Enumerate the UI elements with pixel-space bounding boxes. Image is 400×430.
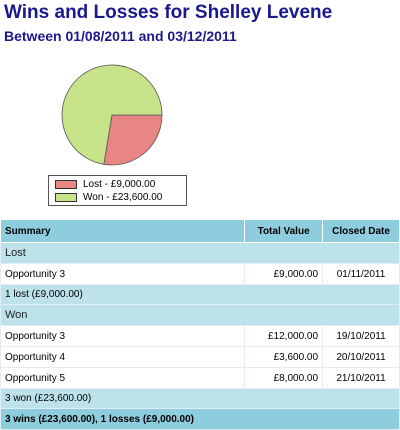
legend-item-won: Won - £23,600.00 xyxy=(55,191,162,203)
group-label: Won xyxy=(0,304,400,326)
group-subtotal-lost: 1 lost (£9,000.00) xyxy=(0,284,400,305)
opportunity-name: Opportunity 5 xyxy=(0,367,246,389)
grand-total-row: 3 wins (£23,600.00), 1 losses (£9,000.00… xyxy=(0,408,400,430)
legend-swatch-won xyxy=(55,192,77,202)
group-label: Lost xyxy=(0,242,400,264)
report-subtitle: Between 01/08/2011 and 03/12/2011 xyxy=(4,28,237,44)
opportunity-closed-date: 01/11/2011 xyxy=(322,263,400,285)
table-row[interactable]: Opportunity 3 £9,000.00 01/11/2011 xyxy=(0,263,400,285)
summary-table: Summary Total Value Closed Date Lost Opp… xyxy=(0,219,400,430)
legend-label-won: Won - £23,600.00 xyxy=(83,191,163,203)
group-subtotal-won: 3 won (£23,600.00) xyxy=(0,388,400,409)
table-row[interactable]: Opportunity 5 £8,000.00 21/10/2011 xyxy=(0,367,400,389)
table-row[interactable]: Opportunity 3 £12,000.00 19/10/2011 xyxy=(0,325,400,347)
table-row[interactable]: Opportunity 4 £3,600.00 20/10/2011 xyxy=(0,346,400,368)
chart-legend: Lost - £9,000.00 Won - £23,600.00 xyxy=(48,175,187,206)
column-header-closed-date[interactable]: Closed Date xyxy=(322,219,400,243)
pie-slice-lost xyxy=(103,114,163,166)
opportunity-name: Opportunity 3 xyxy=(0,263,246,285)
opportunity-value: £9,000.00 xyxy=(244,263,324,285)
legend-item-lost: Lost - £9,000.00 xyxy=(55,178,155,190)
legend-label-lost: Lost - £9,000.00 xyxy=(83,178,156,190)
opportunity-closed-date: 21/10/2011 xyxy=(322,367,400,389)
table-header-row: Summary Total Value Closed Date xyxy=(0,219,400,243)
legend-swatch-lost xyxy=(55,179,77,189)
column-header-total-value[interactable]: Total Value xyxy=(244,219,324,243)
opportunity-value: £12,000.00 xyxy=(244,325,324,347)
pie-slice-won xyxy=(61,64,163,165)
report-title: Wins and Losses for Shelley Levene xyxy=(4,2,333,23)
opportunity-value: £8,000.00 xyxy=(244,367,324,389)
opportunity-name: Opportunity 3 xyxy=(0,325,246,347)
grand-total-label: 3 wins (£23,600.00), 1 losses (£9,000.00… xyxy=(0,408,400,430)
opportunity-closed-date: 20/10/2011 xyxy=(322,346,400,368)
subtotal-label: 1 lost (£9,000.00) xyxy=(0,284,400,305)
opportunity-closed-date: 19/10/2011 xyxy=(322,325,400,347)
opportunity-name: Opportunity 4 xyxy=(0,346,246,368)
group-header-lost: Lost xyxy=(0,242,400,264)
opportunity-value: £3,600.00 xyxy=(244,346,324,368)
column-header-summary[interactable]: Summary xyxy=(0,219,246,243)
pie-chart xyxy=(61,64,163,166)
group-header-won: Won xyxy=(0,304,400,326)
subtotal-label: 3 won (£23,600.00) xyxy=(0,388,400,409)
